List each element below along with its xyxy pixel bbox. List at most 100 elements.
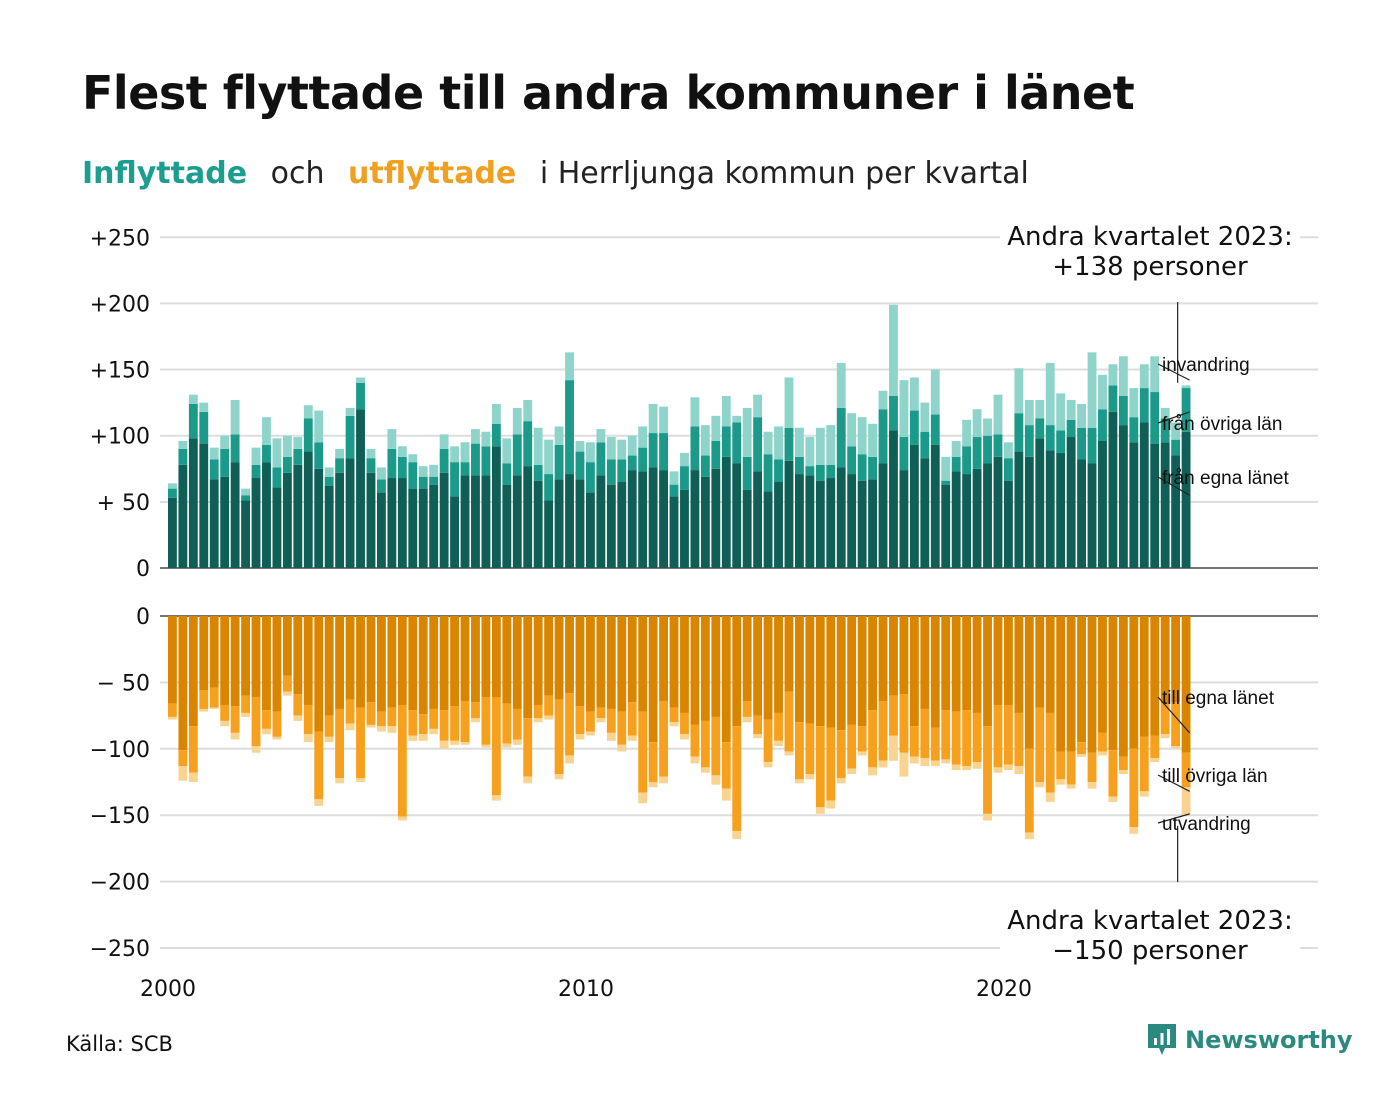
bar-in-segment <box>178 464 188 568</box>
bar-out-segment <box>397 704 407 817</box>
bar-out-segment <box>920 616 930 709</box>
bar-out-segment <box>303 734 313 743</box>
bar-in-segment <box>282 456 292 473</box>
bar-out-segment <box>397 616 407 705</box>
bar-in-segment <box>314 410 324 443</box>
bar-out-segment <box>293 694 303 716</box>
bar-in-segment <box>1024 425 1034 457</box>
bar-in-segment <box>889 430 898 568</box>
bar-in-segment <box>941 480 951 485</box>
bar-out-segment <box>1014 616 1024 713</box>
chart-title: Flest flyttade till andra kommuner i län… <box>82 66 1135 120</box>
bar-out-segment <box>533 704 543 719</box>
bar-in-segment <box>962 446 972 475</box>
bar-out-segment <box>826 616 836 728</box>
bar-in-segment <box>314 468 324 568</box>
bar-in-segment <box>1129 417 1139 443</box>
bar-in-segment <box>983 435 992 464</box>
bar-in-segment <box>303 418 313 452</box>
bar-out-segment <box>753 734 763 739</box>
bar-out-segment <box>795 616 804 723</box>
bar-in-segment <box>544 474 554 501</box>
bar-out-segment <box>335 616 345 709</box>
bar-out-segment <box>1035 707 1045 782</box>
bar-out-segment <box>826 727 836 801</box>
bar-in-segment <box>972 468 982 568</box>
bar-out-segment <box>554 774 564 780</box>
bar-out-segment <box>586 731 595 736</box>
bar-out-segment <box>711 616 721 717</box>
bar-in-segment <box>774 426 783 460</box>
bar-out-segment <box>345 699 355 724</box>
bar-out-segment <box>857 616 867 727</box>
bar-out-segment <box>763 762 773 768</box>
bar-in-segment <box>868 456 877 480</box>
bar-out-segment <box>690 616 700 725</box>
bar-out-segment <box>941 710 951 760</box>
bar-out-segment <box>199 708 209 712</box>
bar-in-segment <box>262 444 271 463</box>
bar-out-segment <box>909 756 919 764</box>
bar-out-segment <box>868 616 877 711</box>
bar-out-segment <box>993 616 1003 705</box>
bar-in-segment <box>199 402 209 412</box>
bar-in-segment <box>1045 362 1055 426</box>
bar-in-segment <box>387 478 397 568</box>
bar-in-segment <box>1087 352 1097 428</box>
segment-label-in: invandring <box>1162 355 1250 376</box>
bar-out-segment <box>596 616 606 708</box>
bar-out-segment <box>847 616 857 725</box>
bar-out-segment <box>471 702 480 719</box>
bar-out-segment <box>680 712 689 735</box>
bar-out-segment <box>721 616 731 743</box>
bar-in-segment <box>857 454 867 481</box>
bar-out-segment <box>262 728 271 735</box>
migration-chart: +250 +200 +150 +100 + 50 0 0 − 50 −100 −150 −200 −2… <box>89 222 1318 1000</box>
bar-out-segment <box>1108 750 1118 797</box>
bar-out-segment <box>460 616 470 701</box>
bar-in-segment <box>1056 430 1066 453</box>
bar-out-segment <box>857 751 867 756</box>
bar-out-segment <box>920 708 930 759</box>
bar-in-segment <box>418 466 428 477</box>
bar-out-segment <box>418 734 428 741</box>
annotation-bottom-value: −150 personer <box>1052 936 1248 966</box>
bar-in-segment <box>293 448 303 465</box>
bar-out-segment <box>753 715 763 735</box>
bar-in-segment <box>638 447 648 472</box>
bar-in-segment <box>345 415 355 459</box>
bar-out-segment <box>241 712 250 717</box>
bar-in-segment <box>648 403 658 434</box>
bar-in-segment <box>188 403 198 439</box>
bar-in-segment <box>1118 356 1128 397</box>
bar-in-segment <box>732 463 742 568</box>
bar-in-segment <box>1129 388 1139 418</box>
bar-in-segment <box>836 362 846 408</box>
bar-in-segment <box>272 467 282 488</box>
bar-out-segment <box>1181 616 1191 753</box>
bar-out-segment <box>303 704 313 735</box>
bar-in-segment <box>1066 419 1076 438</box>
bar-out-segment <box>983 813 992 821</box>
bar-in-segment <box>1098 374 1107 410</box>
bar-in-segment <box>1118 425 1128 568</box>
bar-out-segment <box>491 616 501 698</box>
bar-in-segment <box>1098 409 1107 441</box>
bar-out-segment <box>795 779 804 784</box>
y-tick-label-top: +200 <box>90 292 150 317</box>
bar-in-segment <box>659 433 668 471</box>
bar-in-segment <box>366 448 376 459</box>
bar-in-segment <box>335 472 345 568</box>
bar-in-segment <box>450 496 459 568</box>
bar-in-segment <box>491 403 501 424</box>
bar-out-segment <box>1118 770 1128 775</box>
bar-in-segment <box>491 423 501 447</box>
bar-in-segment <box>1150 443 1160 568</box>
bar-out-segment <box>220 616 230 705</box>
bar-out-segment <box>481 744 491 748</box>
bar-in-segment <box>178 440 188 449</box>
bar-in-segment <box>324 467 334 477</box>
bar-out-segment <box>774 712 783 741</box>
bar-out-segment <box>1066 616 1076 752</box>
label-leader-in <box>1157 363 1190 381</box>
